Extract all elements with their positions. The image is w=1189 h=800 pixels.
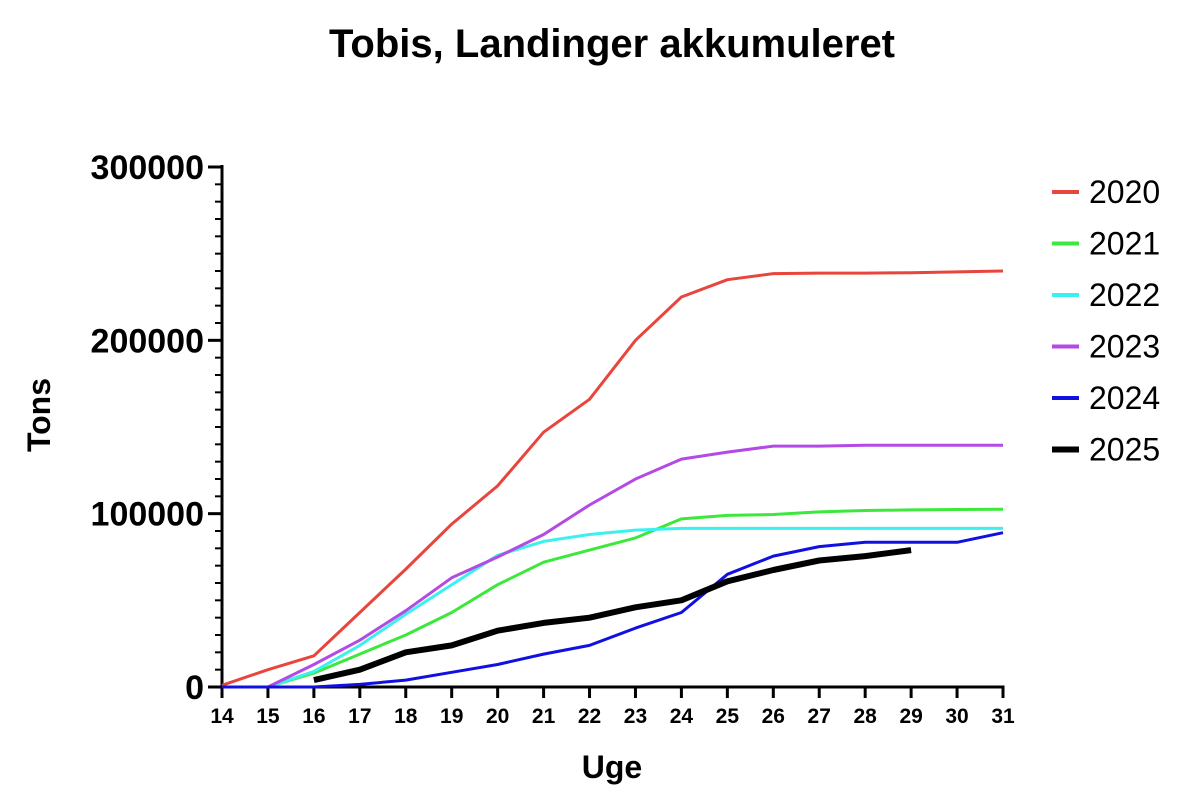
series-line-2022 <box>222 526 1003 689</box>
x-tick-label: 14 <box>210 705 234 728</box>
legend-label-2024: 2024 <box>1089 380 1160 416</box>
x-tick-label: 20 <box>486 705 509 728</box>
x-tick-label: 19 <box>440 705 463 728</box>
x-tick-label: 23 <box>624 705 647 728</box>
x-tick-label: 18 <box>394 705 418 728</box>
series-line-2021 <box>222 507 1004 689</box>
x-tick-label: 21 <box>532 705 556 728</box>
x-axis-title: Uge <box>582 749 642 785</box>
x-tick-label: 22 <box>578 705 601 728</box>
x-tick-label: 26 <box>762 705 785 728</box>
series-line-2025 <box>313 547 912 684</box>
x-tick-label: 31 <box>991 705 1015 728</box>
legend-label-2023: 2023 <box>1089 329 1160 365</box>
x-tick-label: 16 <box>302 705 325 728</box>
series-line-2023 <box>222 443 1003 689</box>
axes: 0 100000 200000 300000 14 15 16 17 18 19 20 21 22 23 2… <box>91 149 1015 728</box>
x-tick-label: 27 <box>808 705 831 728</box>
legend: 2020 2021 2022 2023 2024 2025 <box>1052 174 1160 468</box>
legend-label-2021: 2021 <box>1089 226 1160 262</box>
y-axis-title: Tons <box>21 378 57 452</box>
series-layer <box>221 269 1004 689</box>
legend-label-2022: 2022 <box>1089 277 1160 313</box>
x-tick-label: 15 <box>256 705 280 728</box>
chart-title: Tobis, Landinger akkumuleret <box>329 22 895 66</box>
legend-label-2020: 2020 <box>1089 174 1160 210</box>
y-tick-label: 100000 <box>91 496 204 534</box>
series-line-2024 <box>222 531 1004 689</box>
x-tick-label: 30 <box>945 705 968 728</box>
y-tick-label: 0 <box>185 669 204 707</box>
series-line-2020 <box>221 269 1004 687</box>
y-tick-label: 200000 <box>91 322 204 360</box>
x-tick-label: 17 <box>348 705 371 728</box>
legend-label-2025: 2025 <box>1089 432 1160 468</box>
x-tick-label: 25 <box>716 705 740 728</box>
x-tick-label: 24 <box>670 705 694 728</box>
y-tick-label: 300000 <box>91 149 204 187</box>
x-tick-label: 28 <box>853 705 877 728</box>
x-tick-label: 29 <box>899 705 922 728</box>
